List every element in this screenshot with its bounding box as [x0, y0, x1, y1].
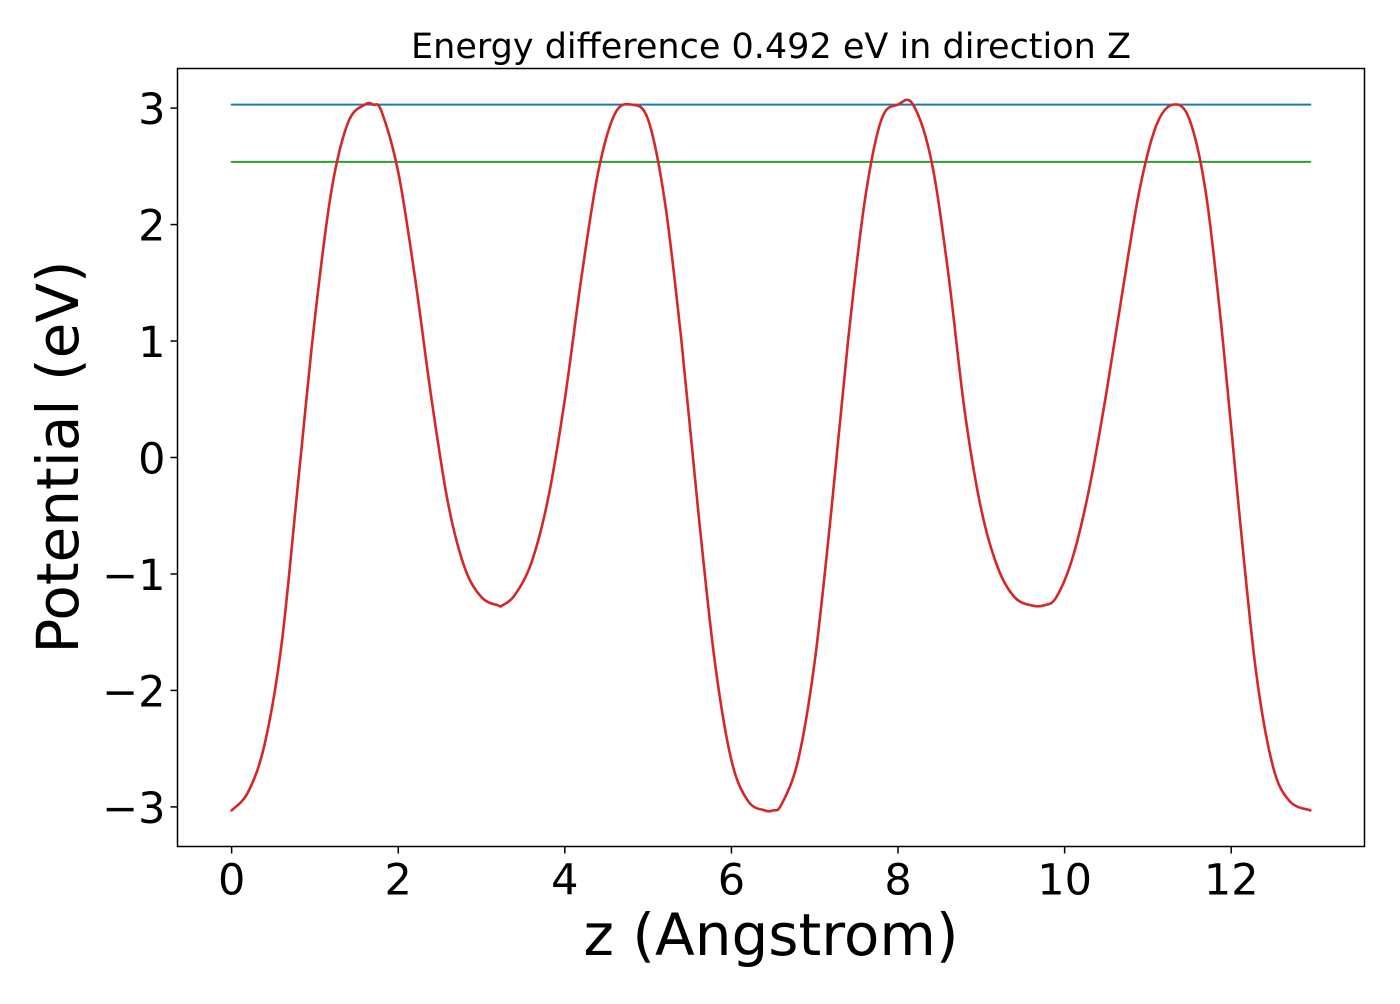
- y-tick-label: 3: [138, 85, 165, 135]
- x-tick-label: 4: [551, 856, 578, 906]
- y-axis-title: Potential (eV): [24, 260, 92, 653]
- chart-title: Energy difference 0.492 eV in direction …: [411, 27, 1131, 67]
- x-tick-label: 6: [718, 856, 745, 906]
- y-tick-label: 0: [138, 435, 165, 485]
- y-tick-label: −2: [102, 667, 165, 717]
- y-tick-label: −1: [102, 551, 165, 601]
- series-line-0: [230, 98, 1312, 813]
- x-tick-label: 12: [1204, 856, 1259, 906]
- plot-area: [230, 98, 1312, 813]
- x-tick-label: 2: [385, 856, 412, 906]
- y-tick-label: −3: [102, 784, 165, 834]
- x-tick-label: 8: [884, 856, 911, 906]
- x-axis-title: z (Angstrom): [584, 901, 959, 969]
- x-tick-label: 0: [218, 856, 245, 906]
- x-axis: 0 2 4 6 8 10 12: [218, 846, 1259, 906]
- y-tick-label: 1: [138, 318, 165, 368]
- y-tick-label: 2: [138, 202, 165, 252]
- y-axis: −3 −2 −1 0 1 2 3: [102, 85, 178, 834]
- plot-frame: [176, 67, 1366, 848]
- x-tick-label: 10: [1037, 856, 1092, 906]
